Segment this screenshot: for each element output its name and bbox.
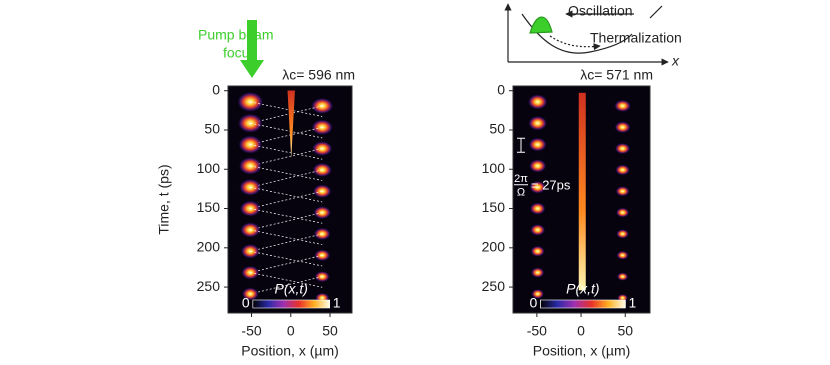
y-tick-label: 100 <box>197 160 221 176</box>
trajectory <box>250 229 323 245</box>
annotation: λc= 571 nm <box>580 67 653 83</box>
colorbar-tick-label: 1 <box>333 295 341 311</box>
y-tick-label: 0 <box>212 81 220 97</box>
colorbar-label: P(x,t) <box>275 281 308 297</box>
annotation: λc= 596 nm <box>282 67 355 83</box>
x-tick-label: 50 <box>617 323 633 339</box>
density-blob <box>527 94 548 110</box>
trajectory <box>250 101 323 117</box>
density-blob <box>529 202 546 215</box>
colorbar <box>540 299 626 309</box>
trajectory <box>250 254 323 273</box>
y-tick-label: 100 <box>482 160 506 176</box>
colorbar-tick-label: 0 <box>242 295 250 311</box>
density-blob <box>530 224 546 236</box>
density-blob <box>531 267 545 278</box>
x-tick-label: 0 <box>577 323 585 339</box>
period-denominator: Ω <box>517 187 525 199</box>
pump-label: focus <box>223 45 256 61</box>
y-axis-label: Time, t (ps) <box>156 164 172 234</box>
trajectory <box>250 148 323 167</box>
period-value: = 27ps <box>531 177 571 192</box>
y-tick-label: 200 <box>482 239 506 255</box>
trajectory <box>250 212 323 231</box>
colorbar <box>252 299 330 309</box>
density-blob <box>529 159 547 173</box>
density-blob <box>615 164 630 176</box>
x-axis-label: Position, x (µm) <box>241 343 339 359</box>
y-tick-label: 50 <box>204 121 220 137</box>
trajectory <box>250 250 323 267</box>
trajectory <box>250 169 323 188</box>
y-tick-label: 0 <box>497 81 505 97</box>
trajectory <box>250 272 323 288</box>
y-tick-label: 50 <box>489 121 505 137</box>
density-blob <box>616 229 629 239</box>
y-tick-label: 250 <box>482 278 506 294</box>
x-axis-label: Position, x (µm) <box>533 343 631 359</box>
y-tick-label: 200 <box>197 239 221 255</box>
y-tick-label: 150 <box>482 199 506 215</box>
density-blob <box>528 137 547 152</box>
pump-arrow <box>240 20 264 78</box>
density-blob <box>531 289 544 299</box>
density-blob <box>616 250 629 260</box>
trajectory <box>250 186 323 203</box>
trajectory <box>250 144 323 160</box>
x-tick-label: 0 <box>287 323 295 339</box>
colorbar-label: P(x,t) <box>566 281 599 297</box>
pump-label: Pump beam <box>198 27 273 43</box>
inset-schematic <box>504 3 669 66</box>
density-blob <box>529 180 546 194</box>
x-tick-label: 50 <box>322 323 338 339</box>
trajectory <box>250 122 323 139</box>
center-streak <box>578 92 586 291</box>
density-blob <box>615 143 631 155</box>
period-numerator: 2π <box>514 173 528 185</box>
y-tick-label: 250 <box>197 278 221 294</box>
trajectory <box>250 126 323 145</box>
density-blob <box>530 245 545 257</box>
density-blob <box>614 121 631 133</box>
inset-label: Thermalization <box>590 30 682 46</box>
trajectory <box>250 233 323 252</box>
period-bracket <box>517 137 525 153</box>
x-tick-label: -50 <box>527 323 547 339</box>
trajectory <box>250 165 323 181</box>
density-blob <box>242 287 259 301</box>
density-blob <box>614 99 631 112</box>
colorbar-tick-label: 0 <box>530 295 538 311</box>
y-tick-label: 150 <box>197 199 221 215</box>
trajectory <box>250 190 323 209</box>
density-blob <box>616 272 629 281</box>
inset-label: x <box>671 53 680 69</box>
density-blob <box>615 186 630 197</box>
density-blob <box>528 116 548 131</box>
colorbar-tick-label: 1 <box>628 295 636 311</box>
trajectory <box>250 208 323 224</box>
inset-label: Oscillation <box>568 3 633 19</box>
center-streak <box>287 90 295 159</box>
trajectory <box>250 276 323 295</box>
trajectory <box>250 105 323 124</box>
x-tick-label: -50 <box>241 323 261 339</box>
density-blob <box>616 207 630 218</box>
